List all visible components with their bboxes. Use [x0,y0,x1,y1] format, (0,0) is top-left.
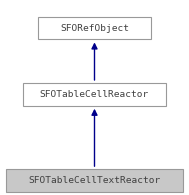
Text: SFOTableCellReactor: SFOTableCellReactor [40,90,149,99]
FancyBboxPatch shape [23,83,166,106]
FancyBboxPatch shape [6,169,183,191]
Text: SFORefObject: SFORefObject [60,24,129,33]
Text: SFOTableCellTextReactor: SFOTableCellTextReactor [28,176,161,185]
FancyBboxPatch shape [38,17,151,39]
